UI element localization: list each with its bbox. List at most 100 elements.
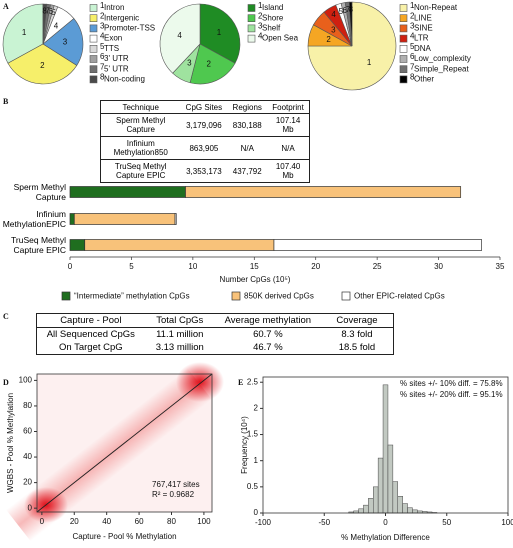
legend-label: Low_complexity — [414, 54, 471, 63]
legend-number: 6 — [410, 52, 415, 61]
legend-label: DNA — [414, 44, 432, 53]
legend-number: 8 — [410, 73, 415, 82]
annotation: R² = 0.9682 — [152, 490, 195, 499]
bar-segment — [73, 213, 176, 225]
legend-number: 1 — [100, 1, 105, 10]
slice-label: 4 — [177, 31, 182, 40]
table-cell: 107.40 Mb — [275, 162, 301, 180]
histogram-bar — [392, 481, 399, 514]
bar-segment — [69, 186, 186, 198]
legend-label: SINE — [414, 24, 433, 33]
legend-number: 2 — [258, 11, 263, 20]
table-row: Infinium Methylation850 863,905 N/A N/A — [100, 137, 310, 160]
x-tick-label: -100 — [255, 518, 272, 527]
legend-swatch — [247, 14, 256, 22]
plot-frame — [36, 373, 213, 513]
panel-label: A — [3, 2, 9, 11]
legend-number: 6 — [100, 52, 105, 61]
slice-label: 2 — [207, 59, 212, 68]
legend-label: LINE — [414, 13, 432, 22]
table-row: On Target CpG 3.13 million 46.7 % 18.5 fold — [37, 341, 394, 355]
y-tick-label: 2.5 — [247, 377, 259, 386]
legend-label: Intergenic — [104, 13, 139, 22]
y-tick-label: 1.5 — [247, 430, 259, 439]
x-tick-label: 20 — [70, 517, 79, 526]
y-tick-label: 80 — [23, 401, 32, 410]
histogram-bar — [387, 444, 394, 514]
x-tick-label: 100 — [501, 518, 513, 527]
bar-segment — [84, 239, 275, 251]
legend-number: 8 — [100, 73, 105, 82]
legend-label: Intron — [104, 3, 124, 12]
pie-slice — [2, 3, 44, 64]
table-header-cell: Regions — [232, 102, 262, 112]
table-cell: 3,353,173 — [186, 166, 222, 176]
slice-label: 2 — [40, 61, 45, 70]
histogram-bar — [412, 509, 418, 514]
legend-label: Other EPIC-related CpGs — [354, 292, 445, 301]
bar-segment — [69, 239, 86, 251]
legend-label: Exon — [104, 34, 122, 43]
slice-label: 4 — [54, 21, 59, 30]
legend-label: LTR — [414, 34, 429, 43]
table-row: Technique CpG Sites Regions Footprint — [100, 101, 310, 114]
bar-segment — [273, 239, 482, 251]
y-tick-label: 60 — [23, 427, 32, 436]
slice-label: 8 — [42, 6, 47, 15]
legend-label: 3' UTR — [104, 54, 129, 63]
legend-number: 5 — [410, 42, 415, 51]
legend-number: 7 — [410, 62, 415, 71]
slice-label: 8 — [349, 5, 354, 14]
table-header-cell: Technique — [122, 102, 159, 112]
table-cell: 437,792 — [232, 166, 262, 176]
legend-number: 3 — [258, 22, 263, 31]
table-cell: 8.3 fold — [341, 329, 373, 340]
y-tick-label: 100 — [19, 375, 33, 384]
legend-swatch — [399, 55, 408, 63]
x-axis-title: Capture - Pool % Methylation — [72, 532, 176, 541]
legend-label: Non-Repeat — [414, 3, 458, 12]
data-table: Technique CpG Sites Regions Footprint Sperm … — [100, 100, 310, 183]
legend-label: “Intermediate” methylation CpGs — [74, 292, 190, 301]
legend-swatch — [247, 34, 256, 43]
legend-swatch — [89, 44, 98, 53]
table-cell: 107.14 Mb — [275, 116, 301, 134]
x-tick-label: 0 — [68, 262, 73, 271]
x-tick-label: 10 — [188, 262, 197, 271]
legend-number: 1 — [410, 1, 415, 10]
legend-label: Other — [414, 75, 434, 84]
legend-swatch — [89, 55, 98, 63]
y-tick-label: 2 — [254, 403, 259, 412]
table-cell: 3.13 million — [155, 342, 204, 353]
table-header-cell: Coverage — [336, 315, 378, 326]
slice-label: 4 — [331, 10, 336, 19]
table-cell: 18.5 fold — [338, 342, 376, 353]
y-tick-label: 0 — [254, 508, 259, 517]
x-tick-label: 80 — [167, 517, 176, 526]
x-tick-label: 0 — [40, 517, 45, 526]
legend-swatch — [341, 291, 351, 301]
table-cell: 830,188 — [232, 120, 262, 130]
legend-label: Non-coding — [104, 75, 145, 84]
histogram-bar — [368, 498, 374, 514]
x-tick-label: 5 — [129, 262, 134, 271]
legend-label: Simple_Repeat — [414, 64, 469, 73]
data-table: Capture - Pool Total CpGs Average methylat… — [36, 313, 394, 355]
table-header-cell: Footprint — [272, 102, 304, 112]
legend-number: 5 — [100, 42, 105, 51]
x-tick-label: 20 — [311, 262, 320, 271]
x-tick-label: 40 — [102, 517, 111, 526]
histogram-bar — [407, 507, 413, 514]
legend-label: Shelf — [262, 24, 281, 33]
legend-swatch — [399, 44, 408, 53]
category-label: TruSeq Methyl Capture EPIC — [11, 235, 66, 255]
y-axis-title: Frequency (10⁴) — [240, 416, 249, 474]
x-axis-title: % Methylation Difference — [341, 533, 430, 542]
slice-label: 1 — [217, 28, 222, 37]
density-shading — [6, 362, 224, 542]
legend-swatch — [89, 75, 98, 84]
pie-slice — [199, 3, 241, 64]
x-tick-label: 35 — [496, 262, 505, 271]
x-axis-title: Number CpGs (10⁵) — [220, 275, 291, 284]
